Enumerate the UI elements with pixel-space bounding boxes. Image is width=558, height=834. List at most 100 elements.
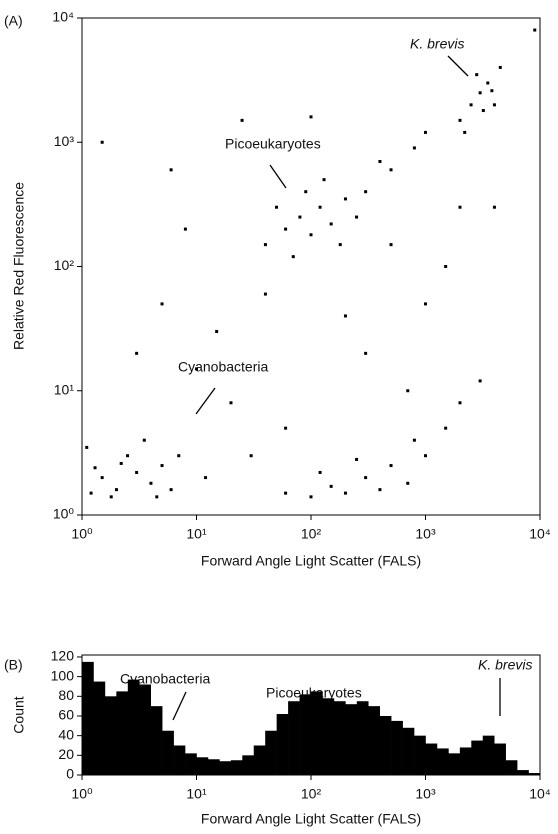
point xyxy=(275,205,279,209)
point xyxy=(100,140,104,144)
y-tick-label: 20 xyxy=(58,746,74,762)
point xyxy=(155,495,159,499)
point xyxy=(475,73,479,77)
point xyxy=(114,488,118,492)
point xyxy=(160,464,164,468)
point xyxy=(343,314,347,318)
point xyxy=(263,243,267,247)
histogram-bar xyxy=(517,770,529,775)
x-tick-label: 10⁰ xyxy=(71,786,93,802)
point xyxy=(329,222,333,226)
point xyxy=(318,470,322,474)
x-tick-label: 10⁴ xyxy=(529,786,551,802)
histogram-bar xyxy=(265,730,277,775)
point xyxy=(406,389,410,393)
point xyxy=(343,491,347,495)
y-tick-label: 10⁰ xyxy=(53,506,75,522)
point xyxy=(284,227,288,231)
histogram-bar xyxy=(82,661,94,775)
histogram-bar xyxy=(253,745,266,775)
y-tick-label: 0 xyxy=(66,766,74,782)
histogram-bar xyxy=(333,701,346,775)
point xyxy=(463,130,467,134)
histogram-bar xyxy=(207,759,220,775)
histogram-bar xyxy=(93,681,106,775)
arrow xyxy=(269,164,287,189)
histogram-bar xyxy=(471,740,484,775)
histogram-bar xyxy=(311,691,323,775)
point xyxy=(204,476,208,480)
point xyxy=(481,109,485,113)
point xyxy=(533,28,537,32)
point xyxy=(458,205,462,209)
histogram-bar xyxy=(345,704,358,775)
histogram-bar xyxy=(127,679,140,775)
y-tick-label: 80 xyxy=(58,687,74,703)
point xyxy=(240,118,244,122)
point xyxy=(412,438,416,442)
histogram-bar xyxy=(448,753,461,775)
point xyxy=(298,215,302,219)
point xyxy=(492,103,496,107)
histogram-bar xyxy=(356,701,369,775)
histogram-bar xyxy=(150,706,163,775)
point xyxy=(309,233,313,237)
histogram-bar xyxy=(528,773,541,775)
histogram-bar xyxy=(402,727,415,775)
point xyxy=(135,470,139,474)
x-tick-label: 10³ xyxy=(415,526,436,542)
point xyxy=(93,466,97,470)
point xyxy=(424,302,427,306)
point xyxy=(406,481,410,485)
point xyxy=(100,476,104,480)
point xyxy=(183,227,187,231)
point xyxy=(229,401,233,405)
point xyxy=(249,454,253,458)
x-tick-label: 10³ xyxy=(415,786,436,802)
y-tick-label: 10⁴ xyxy=(52,9,74,25)
point xyxy=(160,302,164,306)
point xyxy=(458,401,462,405)
point xyxy=(338,243,342,247)
plot-frame xyxy=(81,17,541,516)
histogram-bar xyxy=(196,757,209,775)
x-tick-label: 10¹ xyxy=(186,526,207,542)
histogram-bar xyxy=(505,760,518,775)
point xyxy=(355,215,359,219)
histogram-bar xyxy=(173,745,186,775)
point xyxy=(284,426,288,430)
point xyxy=(284,491,288,495)
point xyxy=(364,351,368,355)
panel-label: (A) xyxy=(4,13,23,29)
y-tick-label: 10³ xyxy=(54,133,75,149)
y-tick-label: 100 xyxy=(51,667,75,683)
x-tick-label: 10² xyxy=(301,526,322,542)
histogram-bar xyxy=(368,706,380,775)
point xyxy=(364,476,368,480)
y-tick-label: 10¹ xyxy=(54,381,75,397)
annotation: Cyanobacteria xyxy=(178,359,268,375)
histogram-bar xyxy=(391,720,403,775)
y-tick-label: 120 xyxy=(51,648,75,664)
histogram-bar xyxy=(139,684,151,775)
point xyxy=(304,190,308,194)
y-axis-label: Relative Red Fluorescence xyxy=(11,182,27,350)
histogram-bar xyxy=(185,753,197,775)
point xyxy=(412,146,416,150)
point xyxy=(424,130,427,134)
arrow xyxy=(195,387,216,415)
point xyxy=(469,103,473,107)
point xyxy=(329,484,333,488)
x-tick-label: 10⁴ xyxy=(529,526,551,542)
histogram-bar xyxy=(242,755,255,775)
arrow xyxy=(172,691,187,721)
point xyxy=(389,464,393,468)
histogram-bar xyxy=(322,698,335,775)
point xyxy=(343,197,347,201)
point xyxy=(149,481,153,485)
point xyxy=(478,379,482,383)
x-tick-label: 10² xyxy=(301,786,322,802)
point xyxy=(195,367,198,371)
point xyxy=(492,205,496,209)
